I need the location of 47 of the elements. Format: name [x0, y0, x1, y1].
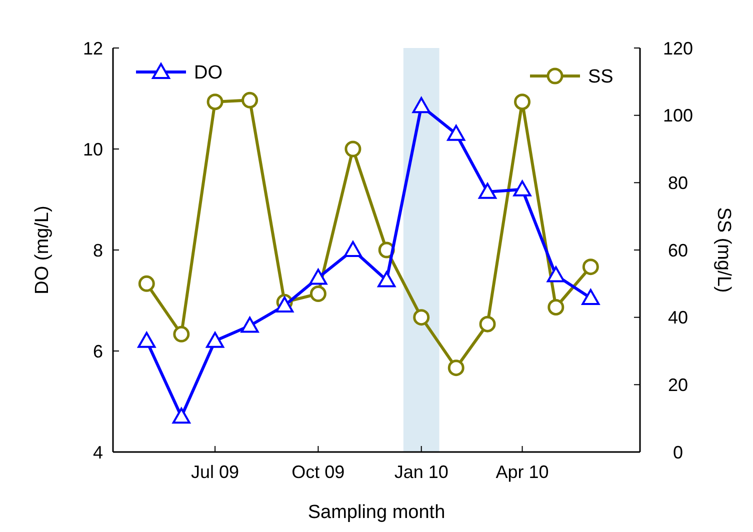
y2-tick-label: 80 — [668, 172, 688, 193]
point — [513, 180, 532, 196]
point — [412, 97, 430, 114]
point — [344, 140, 362, 158]
point — [413, 309, 430, 326]
y-axis-title: DO (mg/L) — [32, 206, 53, 294]
point — [309, 268, 328, 285]
x-tick-label: Apr 10 — [496, 462, 549, 482]
y-tick-label: 8 — [92, 240, 103, 260]
point — [514, 94, 531, 110]
point — [582, 288, 600, 305]
y-tick-label: 6 — [92, 341, 103, 362]
y2-tick-label: 120 — [662, 38, 694, 58]
y2-tick-label: 0 — [672, 442, 684, 462]
point — [240, 316, 259, 333]
y2-tick-label: 60 — [668, 240, 688, 260]
legend-label: SS — [588, 66, 614, 88]
point — [548, 298, 564, 316]
point — [448, 360, 464, 376]
point — [479, 316, 496, 332]
point — [172, 408, 190, 424]
point — [378, 271, 396, 288]
point — [138, 275, 155, 292]
point — [582, 258, 599, 276]
legend-label: DO — [194, 62, 222, 84]
x-tick-label: Oct 09 — [292, 462, 345, 482]
y2-axis-title: SS (mg/L) — [713, 207, 734, 293]
point — [206, 332, 224, 348]
point — [478, 182, 497, 199]
point — [546, 266, 565, 282]
y-tick-label: 10 — [82, 139, 103, 160]
y2-tick-label: 40 — [668, 308, 688, 328]
point — [173, 326, 190, 342]
x-tick-label: Jul 09 — [191, 462, 240, 482]
point — [206, 94, 224, 110]
x-tick-label: Jan 10 — [394, 462, 448, 482]
y-tick-label: 4 — [92, 442, 103, 462]
point — [242, 92, 258, 108]
point — [310, 286, 326, 302]
x-axis-title: Sampling month — [308, 502, 446, 523]
y2-tick-label: 100 — [662, 106, 694, 126]
point — [344, 241, 362, 257]
point — [276, 296, 294, 313]
y2-tick-label: 20 — [668, 374, 688, 395]
point — [138, 332, 156, 348]
y-tick-label: 12 — [82, 38, 103, 58]
point — [447, 124, 466, 141]
